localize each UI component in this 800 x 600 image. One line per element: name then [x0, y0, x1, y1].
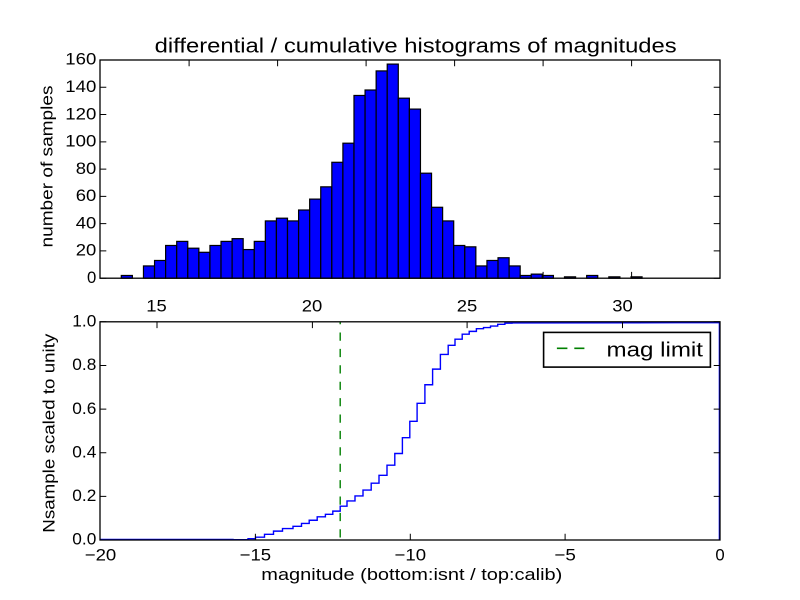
svg-text:0: 0: [87, 268, 96, 287]
svg-text:0.8: 0.8: [72, 355, 96, 374]
svg-text:0: 0: [715, 545, 724, 564]
svg-text:20: 20: [302, 297, 323, 316]
svg-text:120: 120: [65, 104, 96, 123]
svg-text:number of samples: number of samples: [38, 86, 57, 248]
svg-text:1.0: 1.0: [72, 312, 96, 331]
svg-text:0.0: 0.0: [72, 530, 96, 549]
svg-text:15: 15: [146, 297, 167, 316]
svg-text:60: 60: [76, 186, 97, 205]
svg-text:30: 30: [612, 297, 633, 316]
svg-text:−15: −15: [240, 545, 272, 564]
svg-text:80: 80: [76, 159, 97, 178]
svg-text:−5: −5: [554, 545, 576, 564]
svg-text:mag limit: mag limit: [607, 339, 704, 362]
svg-text:−20: −20: [85, 545, 117, 564]
svg-text:100: 100: [65, 132, 96, 151]
svg-text:0.2: 0.2: [72, 486, 96, 505]
svg-text:differential / cumulative hist: differential / cumulative histograms of …: [155, 35, 677, 57]
svg-text:0.6: 0.6: [72, 399, 96, 418]
svg-text:0.4: 0.4: [72, 442, 96, 461]
svg-text:magnitude (bottom:isnt / top:c: magnitude (bottom:isnt / top:calib): [261, 565, 562, 584]
svg-text:20: 20: [76, 241, 97, 260]
svg-text:160: 160: [65, 50, 96, 69]
svg-text:140: 140: [65, 77, 96, 96]
svg-text:40: 40: [76, 213, 97, 232]
svg-text:Nsample scaled to unity: Nsample scaled to unity: [40, 333, 59, 533]
svg-text:25: 25: [457, 297, 478, 316]
svg-text:−10: −10: [395, 545, 427, 564]
